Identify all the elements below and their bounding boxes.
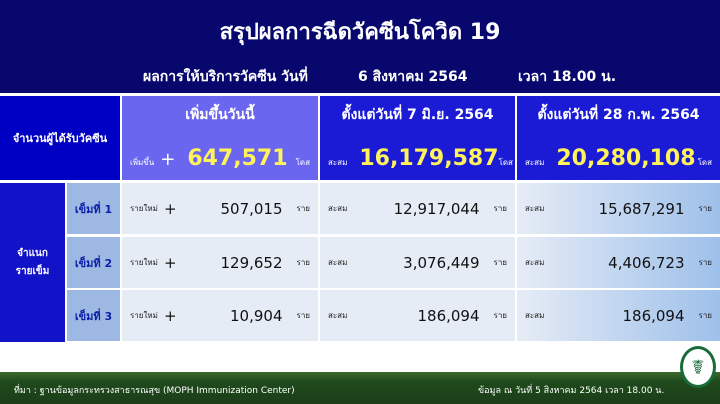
since-jun-cell: สะสม 186,094 ราย [320, 290, 515, 341]
today-value: 10,904 [230, 306, 283, 325]
subtitle-date: 6 สิงหาคม 2564 [358, 69, 468, 85]
since-feb-value: 186,094 [622, 306, 685, 325]
plus-sign: + [160, 149, 176, 170]
since-jun-header: ตั้งแต่วันที่ 7 มิ.ย. 2564 สะสม 16,179,58… [320, 96, 515, 180]
today-header: เพิ่มขึ้นวันนี้ เพิ่มขึ้น +647,571 โดส [122, 96, 318, 180]
prefix: สะสม [328, 158, 348, 167]
unit: โดส [697, 158, 712, 167]
subtitle-time: เวลา 18.00 น. [518, 69, 617, 85]
unit: ราย [493, 311, 507, 320]
source-text: ที่มา : ฐานข้อมูลกระทรวงสาธารณสุข (MOPH … [14, 386, 295, 396]
plus-sign: + [163, 306, 177, 325]
dose-label: เข็มที่ 2 [67, 237, 120, 288]
prefix: สะสม [328, 204, 348, 213]
dose-label: เข็มที่ 3 [67, 290, 120, 341]
prefix: รายใหม่ [130, 311, 158, 320]
unit: ราย [698, 258, 712, 267]
unit: โดส [295, 158, 310, 167]
unit: ราย [493, 258, 507, 267]
prefix: สะสม [525, 204, 545, 213]
prefix: เพิ่มขึ้น [130, 158, 155, 167]
unit: ราย [698, 204, 712, 213]
moph-logo-icon: ☤ [680, 346, 716, 388]
page-title: สรุปผลการฉีดวัคซีนโควิด 19 [219, 20, 501, 45]
since-feb-total: 20,280,108 [556, 146, 696, 171]
today-cell: รายใหม่ +507,015 ราย [122, 183, 318, 234]
group-header-line: รายเข็ม [15, 265, 50, 277]
plus-sign: + [163, 199, 177, 218]
plus-sign: + [163, 253, 177, 272]
title-banner [0, 0, 720, 93]
prefix: สะสม [525, 311, 545, 320]
prefix: สะสม [525, 158, 545, 167]
since-jun-total: 16,179,587 [359, 146, 499, 171]
prefix: สะสม [328, 311, 348, 320]
since-jun-cell: สะสม 12,917,044 ราย [320, 183, 515, 234]
group-header-line: จำแนก [17, 247, 48, 259]
since-feb-value: 4,406,723 [608, 253, 685, 272]
unit: ราย [296, 258, 310, 267]
unit: ราย [493, 204, 507, 213]
since-feb-cell: สะสม 4,406,723 ราย [517, 237, 720, 288]
since-jun-value: 186,094 [417, 306, 480, 325]
unit: โดส [498, 158, 513, 167]
prefix: รายใหม่ [130, 258, 158, 267]
unit: ราย [698, 311, 712, 320]
prefix: สะสม [525, 258, 545, 267]
column-title: เพิ่มขึ้นวันนี้ [185, 107, 255, 123]
column-title: ตั้งแต่วันที่ 28 ก.พ. 2564 [537, 107, 700, 123]
since-feb-header: ตั้งแต่วันที่ 28 ก.พ. 2564 สะสม 20,280,10… [517, 96, 720, 180]
unit: ราย [296, 311, 310, 320]
since-feb-cell: สะสม 15,687,291 ราย [517, 183, 720, 234]
dose-label: เข็มที่ 1 [67, 183, 120, 234]
group-header: จำแนก รายเข็ม [0, 183, 65, 342]
subtitle-label: ผลการให้บริการวัคซีน วันที่ [143, 69, 308, 85]
row-header: จำนวนผู้ได้รับวัคซีน [0, 96, 120, 180]
since-feb-value: 15,687,291 [598, 199, 685, 218]
today-total: 647,571 [187, 146, 288, 171]
since-jun-cell: สะสม 3,076,449 ราย [320, 237, 515, 288]
prefix: สะสม [328, 258, 348, 267]
today-value: 507,015 [220, 199, 283, 218]
today-value: 129,652 [220, 253, 283, 272]
unit: ราย [296, 204, 310, 213]
today-cell: รายใหม่ +129,652 ราย [122, 237, 318, 288]
today-cell: รายใหม่ +10,904 ราย [122, 290, 318, 341]
as-of-text: ข้อมูล ณ วันที่ 5 สิงหาคม 2564 เวลา 18.0… [478, 386, 665, 396]
since-feb-cell: สะสม 186,094 ราย [517, 290, 720, 341]
footer: ที่มา : ฐานข้อมูลกระทรวงสาธารณสุข (MOPH … [0, 372, 720, 404]
prefix: รายใหม่ [130, 204, 158, 213]
since-jun-value: 12,917,044 [393, 199, 480, 218]
since-jun-value: 3,076,449 [403, 253, 480, 272]
column-title: ตั้งแต่วันที่ 7 มิ.ย. 2564 [341, 107, 494, 123]
